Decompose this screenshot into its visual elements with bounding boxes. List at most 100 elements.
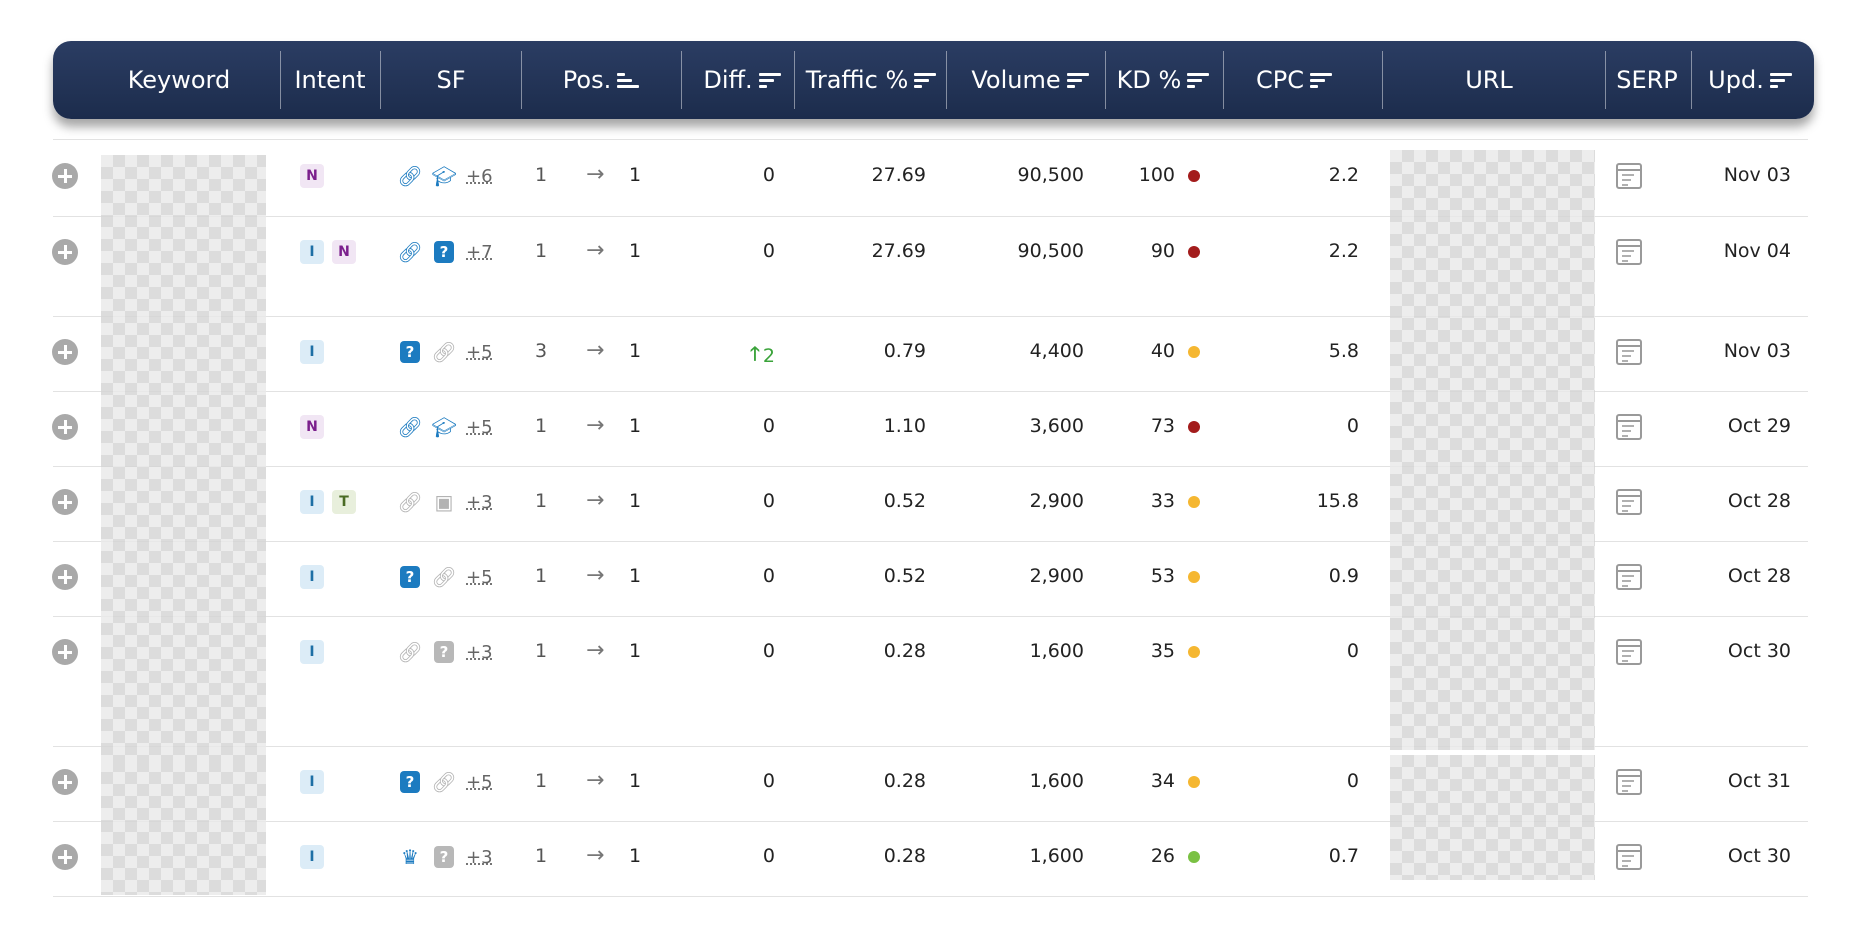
crown-icon[interactable]: ♛	[401, 845, 419, 869]
row-divider	[53, 466, 1808, 467]
expand-row-button[interactable]	[52, 339, 78, 365]
column-header-url[interactable]: URL	[1378, 41, 1600, 119]
cost-per-click: 0	[1346, 415, 1359, 437]
expand-row-button[interactable]	[52, 769, 78, 795]
serp-snapshot-icon[interactable]	[1616, 564, 1642, 590]
question-icon[interactable]: ?	[398, 770, 422, 794]
intent-badge[interactable]: I	[300, 770, 324, 794]
expand-row-button[interactable]	[52, 639, 78, 665]
serp-features-more-link[interactable]: +5	[466, 566, 493, 588]
serp-snapshot-icon[interactable]	[1616, 163, 1642, 189]
column-header-pos[interactable]: Pos.	[526, 41, 676, 119]
column-header-label: SF	[436, 66, 466, 94]
cost-per-click: 0.9	[1328, 565, 1359, 587]
column-header-kd[interactable]: KD %	[1104, 41, 1222, 119]
position-difference: 0	[655, 415, 775, 437]
column-header-upd[interactable]: Upd.	[1685, 41, 1815, 119]
link-icon[interactable]: 🔗︎	[397, 164, 423, 188]
intent-badge[interactable]: N	[332, 240, 356, 264]
position-current: 1	[629, 340, 642, 362]
intent-badge[interactable]: I	[300, 240, 324, 264]
search-volume: 4,400	[1029, 340, 1084, 362]
difficulty-dot	[1188, 851, 1200, 863]
intent-badge[interactable]: N	[300, 164, 324, 188]
column-header-traffic[interactable]: Traffic %	[796, 41, 946, 119]
column-header-keyword[interactable]: Keyword	[79, 41, 279, 119]
intent-badges: I	[300, 563, 332, 591]
sort-icon[interactable]	[617, 72, 640, 88]
intent-badges: I	[300, 843, 332, 871]
link-icon[interactable]: 🔗︎	[397, 415, 423, 439]
question-icon[interactable]: ?	[432, 640, 456, 664]
graduation-cap-icon[interactable]: 🎓︎	[431, 415, 457, 439]
intent-badge[interactable]: I	[300, 565, 324, 589]
expand-row-button[interactable]	[52, 489, 78, 515]
serp-snapshot-icon[interactable]	[1616, 489, 1642, 515]
link-icon[interactable]: 🔗︎	[431, 565, 457, 589]
cost-per-click: 5.8	[1328, 340, 1359, 362]
serp-features-more-link[interactable]: +3	[466, 641, 493, 663]
expand-row-button[interactable]	[52, 414, 78, 440]
sort-icon[interactable]	[1066, 72, 1089, 88]
serp-snapshot-icon[interactable]	[1616, 844, 1642, 870]
intent-badge[interactable]: T	[332, 490, 356, 514]
cost-per-click: 15.8	[1316, 490, 1359, 512]
question-icon[interactable]: ?	[398, 340, 422, 364]
search-volume: 1,600	[1029, 640, 1084, 662]
column-header-diff[interactable]: Diff.	[687, 41, 797, 119]
expand-row-button[interactable]	[52, 564, 78, 590]
keyword-difficulty: 100	[1138, 164, 1175, 186]
question-icon[interactable]: ?	[398, 565, 422, 589]
sort-icon[interactable]	[1769, 72, 1792, 88]
question-icon[interactable]: ?	[432, 240, 456, 264]
serp-snapshot-icon[interactable]	[1616, 414, 1642, 440]
link-icon[interactable]: 🔗︎	[397, 490, 423, 514]
column-header-intent[interactable]: Intent	[280, 41, 380, 119]
updated-date: Nov 03	[1723, 340, 1791, 362]
question-icon[interactable]: ?	[432, 845, 456, 869]
sort-icon[interactable]	[914, 72, 937, 88]
link-icon[interactable]: 🔗︎	[397, 240, 423, 264]
intent-badge[interactable]: I	[300, 845, 324, 869]
intent-badge[interactable]: N	[300, 415, 324, 439]
intent-badge[interactable]: I	[300, 340, 324, 364]
link-icon[interactable]: 🔗︎	[431, 770, 457, 794]
column-header-serp[interactable]: SERP	[1604, 41, 1690, 119]
image-icon[interactable]: ▣	[434, 490, 454, 514]
graduation-cap-icon[interactable]: 🎓︎	[431, 164, 457, 188]
serp-features-more-link[interactable]: +7	[466, 241, 493, 263]
arrow-right-icon: →	[586, 413, 605, 438]
serp-features-more-link[interactable]: +3	[466, 491, 493, 513]
serp-features-more-link[interactable]: +5	[466, 341, 493, 363]
expand-row-button[interactable]	[52, 844, 78, 870]
serp-features-more-link[interactable]: +6	[466, 165, 493, 187]
intent-badges: N	[300, 413, 332, 441]
header-divider	[280, 51, 281, 109]
serp-snapshot-icon[interactable]	[1616, 239, 1642, 265]
difficulty-dot	[1188, 776, 1200, 788]
serp-snapshot-icon[interactable]	[1616, 769, 1642, 795]
intent-badge[interactable]: I	[300, 490, 324, 514]
sort-icon[interactable]	[758, 72, 781, 88]
serp-features-more-link[interactable]: +5	[466, 416, 493, 438]
header-divider	[1382, 51, 1383, 109]
serp-snapshot-icon[interactable]	[1616, 639, 1642, 665]
column-header-sf[interactable]: SF	[381, 41, 521, 119]
column-header-cpc[interactable]: CPC	[1216, 41, 1372, 119]
expand-row-button[interactable]	[52, 239, 78, 265]
sort-icon[interactable]	[1187, 72, 1210, 88]
row-divider	[53, 391, 1808, 392]
serp-features-more-link[interactable]: +5	[466, 771, 493, 793]
serp-snapshot-icon[interactable]	[1616, 339, 1642, 365]
position-previous: 1	[535, 490, 548, 512]
position-previous: 1	[535, 565, 548, 587]
link-icon[interactable]: 🔗︎	[431, 340, 457, 364]
link-icon[interactable]: 🔗︎	[397, 640, 423, 664]
search-volume: 3,600	[1029, 415, 1084, 437]
expand-row-button[interactable]	[52, 163, 78, 189]
column-header-volume[interactable]: Volume	[950, 41, 1110, 119]
sort-icon[interactable]	[1310, 72, 1332, 88]
serp-features: ? 🔗︎ +5	[398, 768, 493, 796]
intent-badge[interactable]: I	[300, 640, 324, 664]
serp-features-more-link[interactable]: +3	[466, 846, 493, 868]
